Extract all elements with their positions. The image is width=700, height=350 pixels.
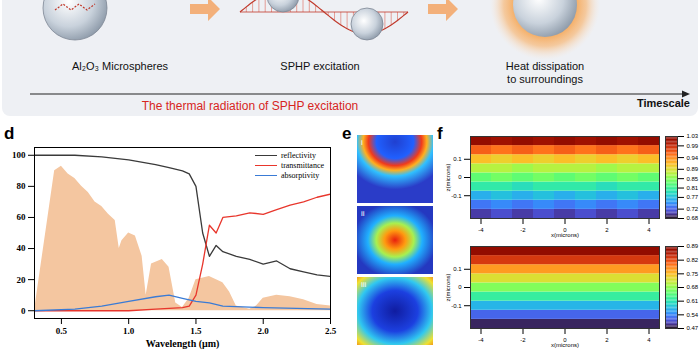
html-text:e: e [342,124,352,143]
svg-text:100: 100 [12,150,26,160]
svg-text:ii: ii [361,209,365,218]
svg-text:4: 4 [647,337,651,343]
html-text:f: f [437,124,443,143]
svg-text:2.5: 2.5 [325,326,337,336]
svg-text:0.81: 0.81 [687,185,699,191]
svg-text:0.72: 0.72 [687,206,699,212]
svg-text:z(microns): z(microns) [445,163,451,191]
svg-text:4: 4 [647,227,651,233]
svg-text:-4: -4 [478,337,484,343]
svg-text:1.5: 1.5 [190,326,202,336]
svg-text:0.54: 0.54 [687,312,699,318]
svg-text:0.77: 0.77 [687,194,699,200]
svg-text:0.68: 0.68 [687,215,699,221]
svg-text:x(microns): x(microns) [551,342,579,348]
svg-text:-4: -4 [478,227,484,233]
svg-text:2.0: 2.0 [258,326,270,336]
svg-text:0.47: 0.47 [687,325,699,331]
svg-text:x(microns): x(microns) [551,232,579,238]
svg-text:0.75: 0.75 [687,271,699,277]
svg-text:0.89: 0.89 [687,243,699,249]
svg-text:60: 60 [17,212,27,222]
svg-text:0.5: 0.5 [56,326,68,336]
svg-text:to surroundings: to surroundings [507,73,583,85]
svg-text:0: 0 [458,174,462,180]
svg-text:2: 2 [605,227,609,233]
svg-text:0.61: 0.61 [687,298,699,304]
svg-text:0.89: 0.89 [687,166,699,172]
svg-text:1.03: 1.03 [687,133,699,139]
svg-text:Timescale: Timescale [637,97,690,109]
html-text:d: d [4,124,15,143]
svg-text:0.68: 0.68 [687,284,699,290]
html-text:transmittance: transmittance [280,160,324,170]
svg-text:80: 80 [17,181,27,191]
svg-text:iii: iii [361,280,367,289]
html-text:absorptivity: absorptivity [280,170,320,180]
svg-text:0.82: 0.82 [687,257,699,263]
svg-text:0.1: 0.1 [453,156,462,162]
svg-text:Al₂O₃ Microspheres: Al₂O₃ Microspheres [72,60,169,72]
svg-text:i: i [361,138,363,147]
svg-text:z(microns): z(microns) [445,273,451,301]
svg-text:0.99: 0.99 [687,143,699,149]
svg-text:Wavelength (μm): Wavelength (μm) [146,338,220,350]
svg-text:-2: -2 [520,337,526,343]
svg-text:-0.1: -0.1 [451,303,462,309]
svg-text:1.0: 1.0 [123,326,135,336]
svg-text:0: 0 [458,284,462,290]
svg-text:0.94: 0.94 [687,155,699,161]
svg-text:40: 40 [17,243,27,253]
svg-text:-0.1: -0.1 [451,193,462,199]
svg-text:SPHP excitation: SPHP excitation [280,60,359,72]
html-text:reflectivity: reflectivity [280,150,316,160]
svg-text:0: 0 [563,226,567,233]
svg-text:20: 20 [17,275,27,285]
svg-text:0.85: 0.85 [687,176,699,182]
svg-text:0.1: 0.1 [453,266,462,272]
svg-text:0: 0 [21,306,26,316]
svg-text:The thermal radiation of SPHP: The thermal radiation of SPHP excitation [142,99,359,113]
svg-text:-2: -2 [520,227,526,233]
svg-text:2: 2 [605,337,609,343]
svg-text:Heat dissipation: Heat dissipation [506,60,584,72]
svg-text:0: 0 [563,336,567,343]
